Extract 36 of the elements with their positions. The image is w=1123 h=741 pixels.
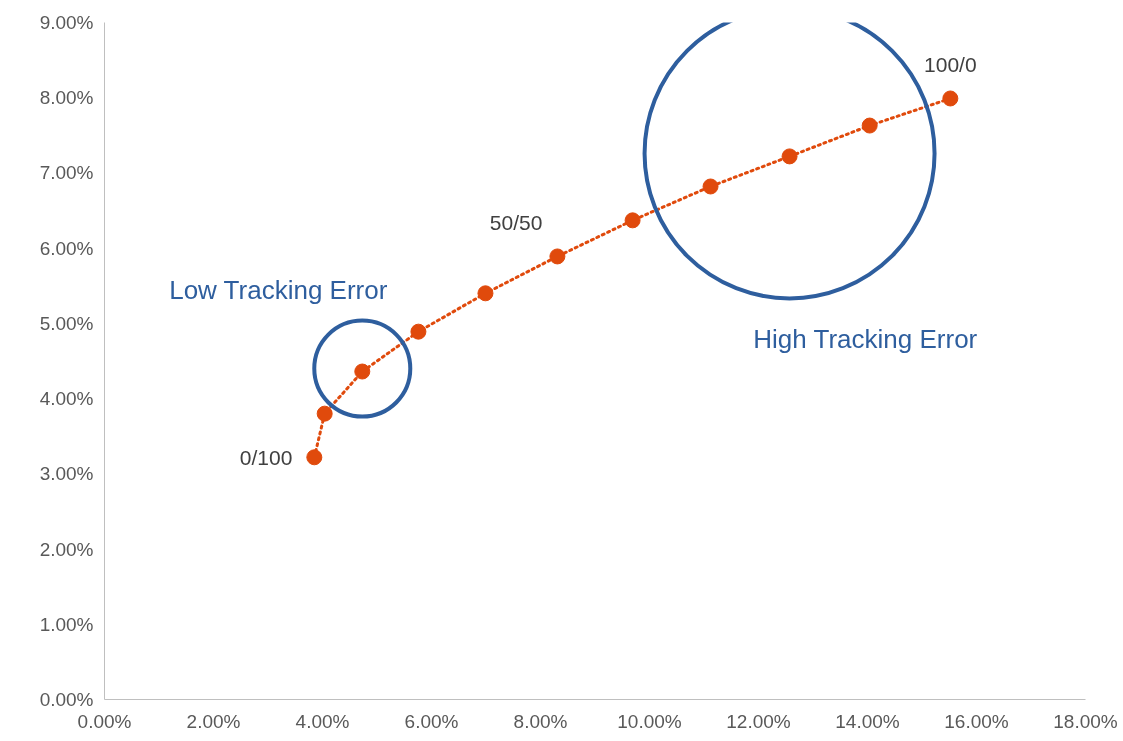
x-tick-label: 16.00% (944, 710, 1009, 732)
x-tick-label: 12.00% (726, 710, 791, 732)
point (477, 285, 494, 302)
point (861, 117, 878, 134)
x-tick-label: 0.00% (77, 710, 132, 732)
annotation: 50/50 (489, 211, 543, 235)
x-tick-label: 6.00% (404, 710, 459, 732)
x-tick-label: 8.00% (513, 710, 568, 732)
annotation: Low Tracking Error (169, 274, 388, 305)
y-tick-label: 5.00% (39, 312, 94, 334)
y-tick-label: 9.00% (39, 12, 94, 33)
annotation: High Tracking Error (753, 323, 978, 354)
y-tick-label: 2.00% (39, 538, 94, 560)
y-tick-label: 7.00% (39, 162, 94, 184)
y-tick-label: 4.00% (39, 388, 94, 410)
point (306, 449, 323, 466)
point (781, 148, 798, 165)
point (354, 363, 371, 380)
point (410, 323, 427, 340)
y-tick-label: 3.00% (39, 463, 94, 485)
x-tick-label: 2.00% (186, 710, 241, 732)
point (316, 405, 333, 422)
x-tick-label: 18.00% (1053, 710, 1118, 732)
annotation: 0/100 (239, 445, 293, 469)
y-tick-label: 8.00% (39, 87, 94, 109)
y-tick-label: 0.00% (39, 689, 94, 710)
x-tick-label: 14.00% (835, 710, 900, 732)
point (549, 248, 566, 265)
annotation: 100/0 (924, 53, 977, 77)
y-tick-label: 1.00% (39, 613, 94, 635)
y-tick-label: 6.00% (39, 237, 94, 259)
x-tick-label: 4.00% (295, 710, 350, 732)
point (702, 178, 719, 195)
point (942, 90, 959, 107)
point (624, 212, 641, 229)
x-tick-label: 10.00% (617, 710, 682, 732)
